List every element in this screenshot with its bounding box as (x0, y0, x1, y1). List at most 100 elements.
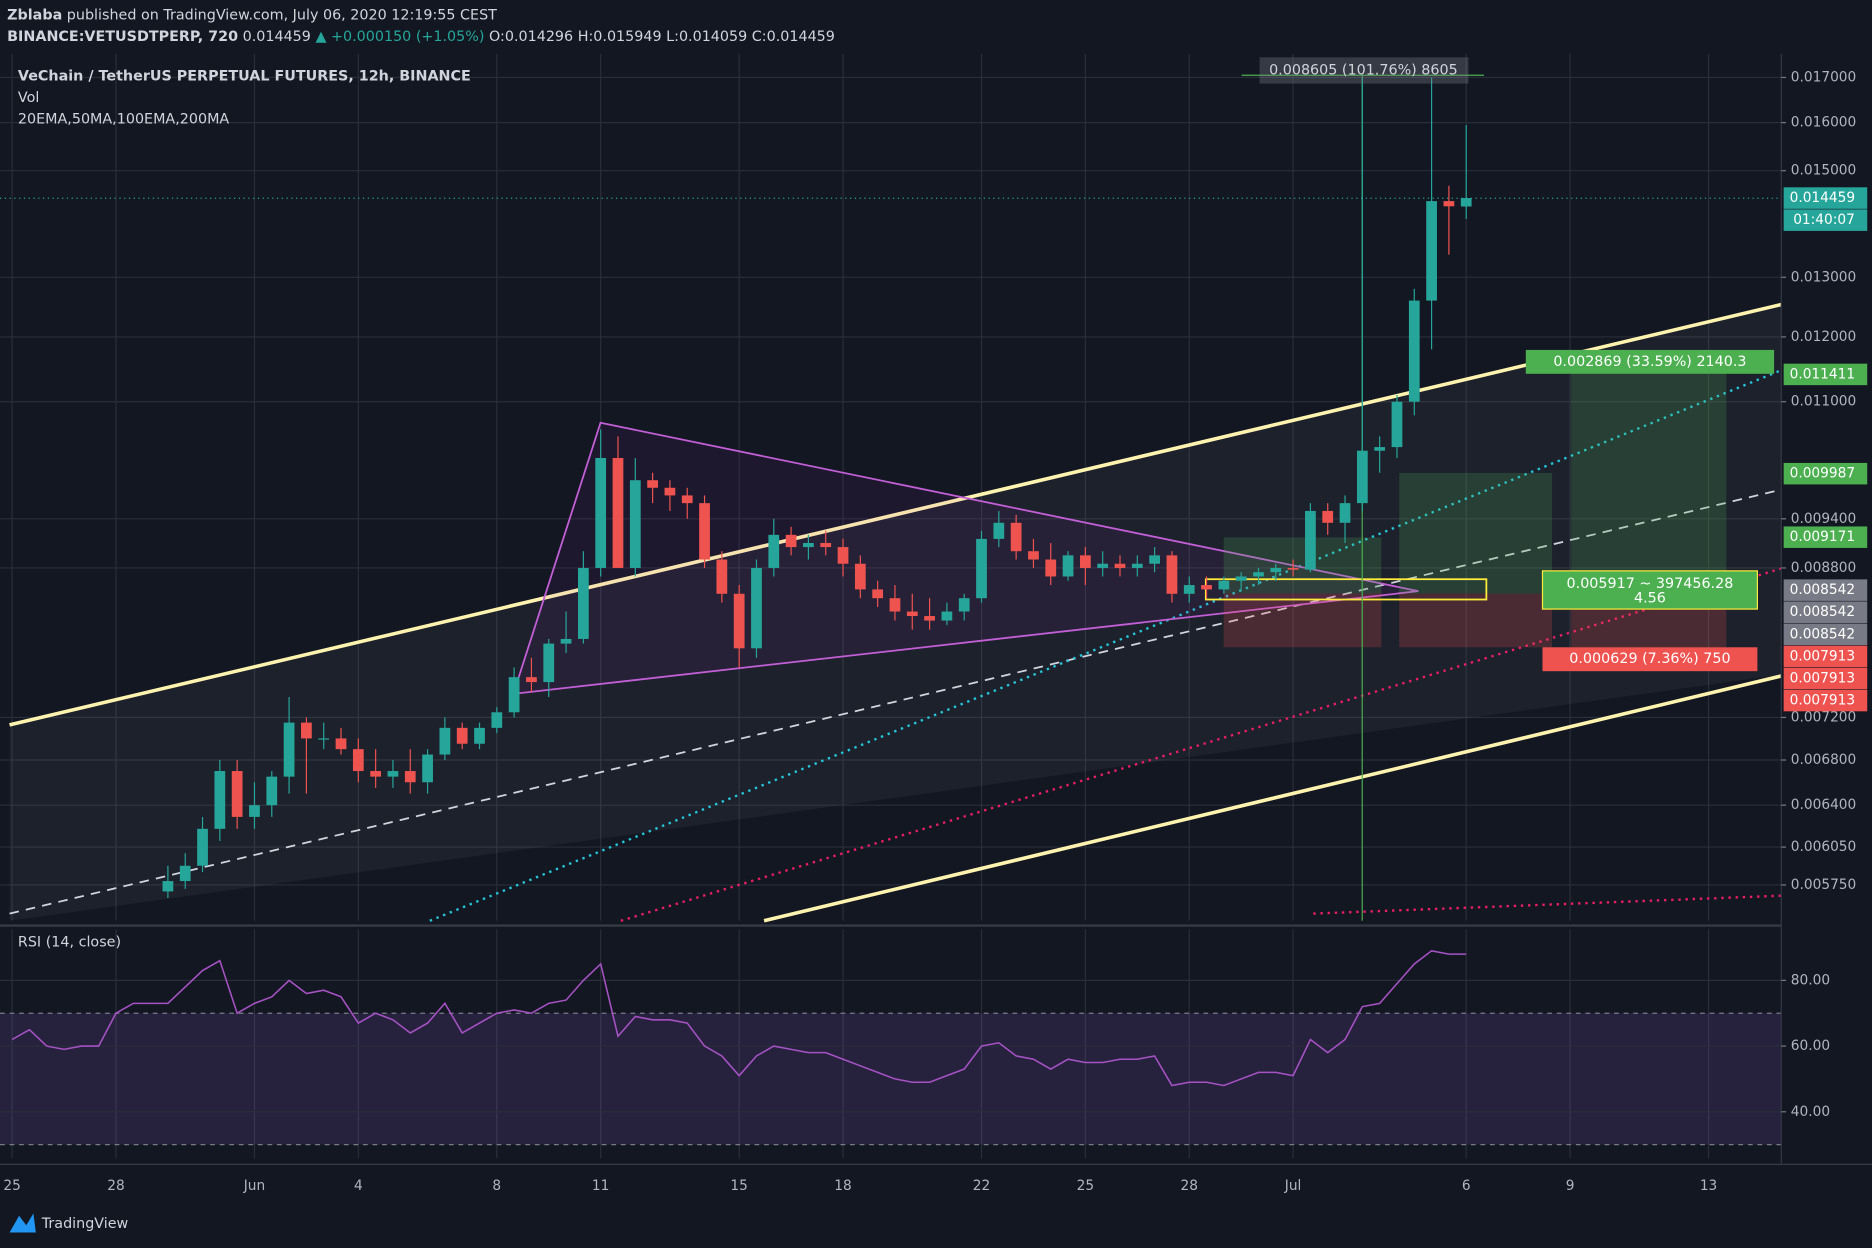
candle-body (993, 522, 1005, 539)
change: ▲ +0.000150 (+1.05%) (315, 29, 484, 45)
candle-body (872, 589, 884, 599)
candle-body (1062, 555, 1074, 577)
price-label (1783, 623, 1868, 646)
candle-body (629, 480, 641, 568)
price-label-text: 0.011411 (1790, 366, 1855, 382)
price-label-text: 0.014459 (1790, 190, 1855, 206)
countdown-box (1783, 209, 1868, 231)
candle-body (1305, 510, 1316, 570)
x-tick-label: 8 (492, 1178, 501, 1194)
candle-body (335, 738, 347, 750)
price-label-text: 0.007913 (1790, 693, 1855, 709)
candle-body (924, 616, 935, 621)
rsi-band (0, 1013, 1782, 1145)
header-line: Zblaba published on TradingView.com, Jul… (7, 8, 497, 24)
candle-body (716, 559, 728, 594)
price-label-text: 0.009171 (1790, 529, 1855, 545)
candle-body (1166, 555, 1178, 594)
candle-body (906, 611, 918, 617)
candle-body (266, 776, 278, 806)
x-tick-label: 28 (1181, 1178, 1198, 1194)
candle-body (456, 727, 468, 744)
candle-body (1408, 300, 1420, 402)
y-tick-label: 0.013000 (1791, 269, 1856, 285)
measure-box (1259, 57, 1469, 84)
y-tick-label: 0.005750 (1791, 877, 1856, 893)
candle-body (404, 771, 416, 783)
candle-body (681, 495, 693, 504)
candle-body (1080, 555, 1091, 568)
dotted-trend (620, 567, 1782, 922)
y-tick-label: 40.00 (1791, 1104, 1830, 1120)
x-tick-label: 4 (354, 1178, 363, 1194)
candle-body (1460, 198, 1472, 207)
x-tick-label: 9 (1566, 1178, 1575, 1194)
candle-body (560, 638, 572, 644)
candle-body (1097, 563, 1109, 568)
rsi-title: RSI (14, close) (18, 934, 121, 950)
price-label-text: 0.008542 (1790, 582, 1855, 598)
price-label (1783, 645, 1868, 668)
chart-title: VeChain / TetherUS PERPETUAL FUTURES, 12… (18, 68, 471, 84)
candle-body (941, 611, 953, 621)
candle-body (647, 480, 658, 488)
y-tick-label: 80.00 (1791, 972, 1830, 988)
range-label: 0.005917 ~ 397456.28 (1567, 576, 1734, 592)
legend-item: Vol (18, 90, 39, 106)
candle-body (370, 771, 382, 777)
stop-box (1542, 647, 1758, 672)
candle-body (751, 567, 762, 649)
candle-body (1426, 201, 1437, 301)
y-tick-label: 0.015000 (1791, 163, 1856, 179)
stop-label: 0.000629 (7.36%) 750 (1569, 651, 1730, 667)
legend-item: 20EMA,50MA,100EMA,200MA (18, 111, 230, 127)
price-label-text: 0.009987 (1790, 466, 1855, 482)
price-label-text: 0.008542 (1790, 604, 1855, 620)
candle-body (1356, 450, 1368, 504)
candle-body (595, 457, 607, 568)
y-tick-label: 0.012000 (1791, 329, 1856, 345)
rsi-line (11, 949, 1467, 1087)
candle-body (1010, 522, 1022, 552)
candle-body (785, 534, 797, 548)
candle-body (214, 771, 226, 829)
dashed-trend (9, 488, 1782, 915)
candle-body (1322, 510, 1334, 523)
candle-body (1443, 201, 1455, 207)
price-label (1783, 187, 1868, 209)
target-zone (1223, 537, 1382, 594)
header-line: BINANCE:VETUSDTPERP, 720 0.014459 ▲ +0.0… (7, 29, 835, 45)
price-label (1783, 579, 1868, 601)
published: published on TradingView.com, July 06, 2… (67, 8, 497, 24)
candle-body (733, 593, 745, 649)
candle-body (976, 538, 987, 599)
candle-body (1287, 567, 1299, 570)
y-tick-label: 0.007200 (1791, 709, 1856, 725)
candle-body (1270, 567, 1282, 573)
x-tick-label: 28 (107, 1178, 124, 1194)
candle-body (318, 738, 330, 740)
candle-body (837, 547, 849, 564)
price-label (1783, 601, 1868, 623)
candle-body (508, 677, 520, 713)
candle-body (612, 457, 624, 568)
x-tick-label: Jun (243, 1178, 265, 1194)
ohlc: C:0.014459 (752, 29, 835, 45)
price-label (1783, 526, 1868, 548)
x-tick-label: 25 (3, 1178, 20, 1194)
candle-body (1028, 551, 1039, 560)
channel-bottom (763, 674, 1782, 923)
candle-body (1149, 555, 1160, 564)
candle-body (301, 722, 312, 739)
target-zone (1571, 372, 1727, 594)
y-tick-label: 60.00 (1791, 1038, 1830, 1054)
logo-icon (9, 1213, 36, 1233)
candle-body (352, 749, 364, 772)
x-tick-label: 13 (1700, 1178, 1717, 1194)
range-label: 4.56 (1634, 590, 1666, 606)
candle-body (958, 598, 970, 612)
x-tick-label: Jul (1284, 1178, 1302, 1194)
y-tick-label: 0.006050 (1791, 839, 1856, 855)
candle-body (1253, 572, 1264, 577)
candle-body (889, 598, 901, 612)
